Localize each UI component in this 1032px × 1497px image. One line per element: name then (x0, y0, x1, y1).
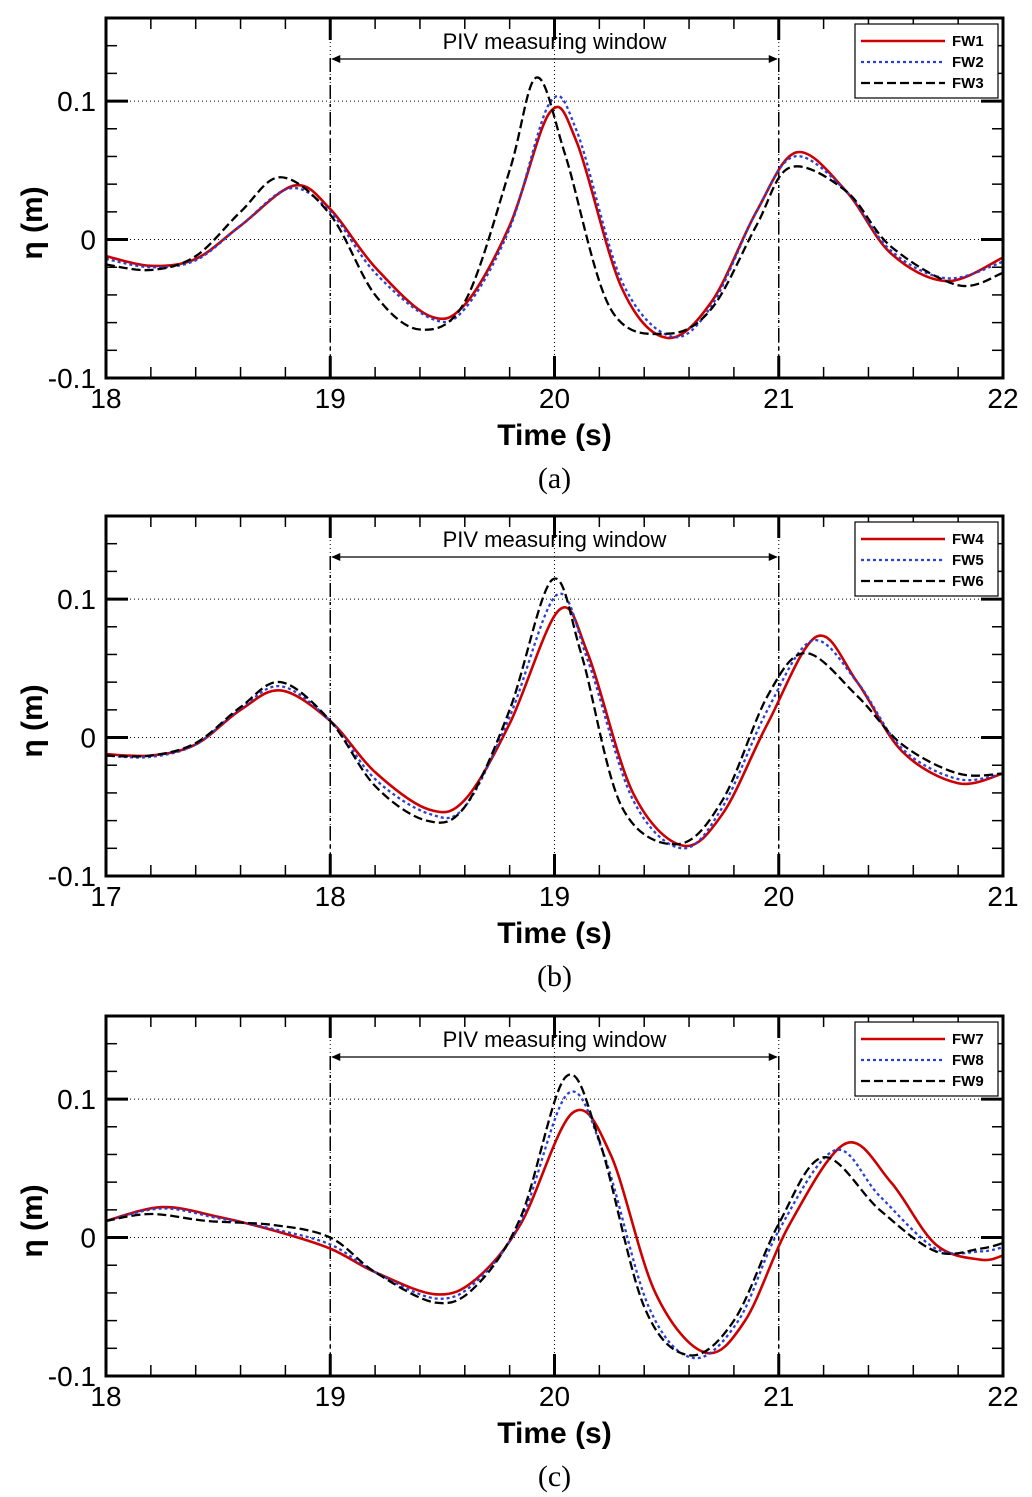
x-tick-label: 19 (315, 1381, 346, 1412)
chart-panel-0: PIV measuring window FW1 FW2 FW3 18 19 20 21 22 -… (16, 16, 1019, 495)
x-tick-label: 18 (90, 1381, 121, 1412)
x-tick-label: 22 (987, 1381, 1018, 1412)
series-line-fw9 (106, 1073, 1003, 1357)
x-tick-label: 19 (539, 881, 570, 912)
y-tick-label: 0.1 (57, 584, 96, 615)
y-axis-title: η (m) (16, 1184, 49, 1257)
legend-label-fw5: FW5 (952, 552, 984, 569)
panel-label: (b) (537, 960, 572, 993)
x-tick-label: 21 (763, 1381, 794, 1412)
series-line-fw6 (106, 577, 1003, 846)
series-group (106, 76, 1003, 340)
chart-panel-1: PIV measuring window FW4 FW5 FW6 17 18 19 20 21 -… (16, 514, 1019, 993)
series-group (106, 1073, 1003, 1360)
series-group (106, 577, 1003, 850)
series-line-fw3 (106, 76, 1003, 336)
x-tick-label: 21 (987, 881, 1018, 912)
y-tick-label: 0.1 (57, 1084, 96, 1115)
window-arrow-left-head (331, 553, 341, 561)
window-arrow-right-head (768, 55, 778, 63)
chart-panel-2: PIV measuring window FW7 FW8 FW9 18 19 20 21 22 -… (16, 1014, 1019, 1493)
legend-label-fw9: FW9 (952, 1073, 984, 1090)
x-axis-title: Time (s) (497, 917, 611, 950)
y-tick-label: 0 (80, 723, 96, 754)
y-tick-label: -0.1 (48, 861, 96, 892)
y-tick-label: 0 (80, 225, 96, 256)
plot-frame (104, 514, 1005, 878)
window-label: PIV measuring window (443, 527, 667, 552)
legend-label-fw7: FW7 (952, 1031, 984, 1048)
plot-frame (104, 16, 1005, 380)
x-tick-label: 17 (90, 881, 121, 912)
legend-label-fw6: FW6 (952, 573, 984, 590)
y-tick-label: -0.1 (48, 363, 96, 394)
panel-label: (a) (538, 462, 571, 495)
legend-label-fw2: FW2 (952, 54, 984, 71)
x-tick-label: 21 (763, 383, 794, 414)
window-arrow-left-head (331, 55, 341, 63)
series-line-fw7 (106, 1108, 1003, 1355)
x-tick-label: 19 (315, 383, 346, 414)
series-line-fw2 (106, 95, 1003, 339)
y-tick-label: 0.1 (57, 86, 96, 117)
window-label: PIV measuring window (443, 1027, 667, 1052)
x-tick-label: 18 (90, 383, 121, 414)
series-line-fw1 (106, 105, 1003, 340)
legend-box (854, 1021, 999, 1097)
legend-box (854, 521, 999, 597)
x-axis-title: Time (s) (497, 419, 611, 452)
y-axis-title: η (m) (16, 684, 49, 757)
x-tick-label: 18 (315, 881, 346, 912)
legend-label-fw3: FW3 (952, 75, 984, 92)
y-tick-label: 0 (80, 1223, 96, 1254)
window-label: PIV measuring window (443, 29, 667, 54)
window-arrow-right-head (768, 1053, 778, 1061)
plot-frame (104, 1014, 1005, 1378)
x-tick-label: 22 (987, 383, 1018, 414)
x-axis-title: Time (s) (497, 1417, 611, 1450)
legend-box (854, 23, 999, 99)
legend-label-fw4: FW4 (952, 531, 984, 548)
panel-label: (c) (538, 1460, 571, 1493)
legend-label-fw8: FW8 (952, 1052, 984, 1069)
window-arrow-right-head (768, 553, 778, 561)
x-tick-label: 20 (539, 383, 570, 414)
y-tick-label: -0.1 (48, 1361, 96, 1392)
x-tick-label: 20 (539, 1381, 570, 1412)
y-axis-title: η (m) (16, 186, 49, 259)
x-tick-label: 20 (763, 881, 794, 912)
series-line-fw4 (106, 606, 1003, 848)
legend-label-fw1: FW1 (952, 33, 984, 50)
window-arrow-left-head (331, 1053, 341, 1061)
